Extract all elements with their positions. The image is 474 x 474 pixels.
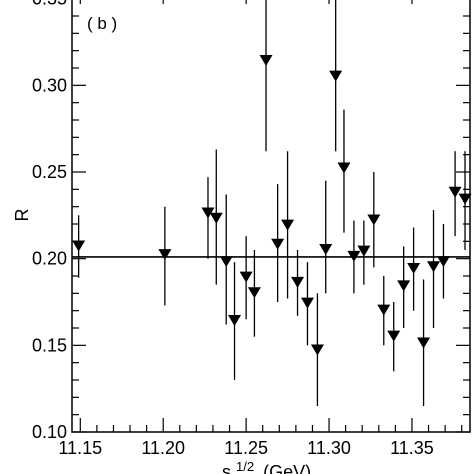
plot-frame	[71, 0, 471, 433]
data-point	[271, 238, 285, 250]
data-point	[247, 287, 261, 299]
x-tick-label: 11.20	[141, 438, 185, 458]
data-point	[417, 337, 431, 349]
data-point	[319, 243, 333, 255]
y-axis-label: R	[12, 209, 32, 222]
data-point	[228, 315, 242, 327]
data-point	[158, 249, 172, 261]
data-point	[281, 219, 295, 231]
y-tick-label: 0.35	[32, 0, 67, 9]
x-tick-label: 11.30	[307, 438, 351, 458]
data-point	[310, 344, 324, 356]
y-tick-label: 0.15	[32, 335, 67, 355]
data-point	[397, 280, 411, 292]
data-point	[209, 212, 223, 224]
x-tick-labels: 11.15 11.20 11.25 11.30 11.35	[58, 438, 433, 458]
data-point	[357, 245, 371, 257]
y-tick-labels: 0.10 0.15 0.20 0.25 0.30 0.35	[32, 0, 67, 442]
x-tick-label: 11.25	[224, 438, 268, 458]
data-point	[300, 297, 314, 309]
data-point	[448, 186, 462, 198]
data-point	[367, 214, 381, 226]
y-tick-label: 0.25	[32, 162, 67, 182]
panel-label: ( b )	[87, 14, 117, 33]
data-point	[458, 193, 472, 205]
y-tick-label: 0.10	[32, 422, 67, 442]
data-point	[219, 256, 233, 268]
data-point	[387, 330, 401, 342]
data-point	[347, 250, 361, 262]
data-point	[337, 162, 351, 174]
x-tick-label: 11.35	[390, 438, 434, 458]
data-point	[377, 304, 391, 316]
data-markers	[72, 55, 472, 356]
error-bars	[77, 0, 466, 406]
data-point	[72, 240, 86, 252]
data-point	[259, 55, 273, 67]
data-point	[407, 263, 421, 275]
y-tick-label: 0.30	[32, 75, 67, 95]
data-point	[436, 256, 450, 268]
x-axis-label-base: s	[222, 462, 231, 474]
data-point	[427, 261, 441, 273]
x-axis-label: s 1/2 (GeV)	[222, 455, 311, 474]
data-point	[329, 70, 343, 82]
data-point	[239, 271, 253, 283]
data-point	[201, 207, 215, 219]
x-axis-label-unit: (GeV)	[263, 462, 311, 474]
y-tick-label: 0.20	[32, 249, 67, 269]
x-axis-label-superscript: 1/2	[236, 459, 254, 474]
data-point	[291, 276, 305, 288]
x-tick-label: 11.15	[58, 438, 102, 458]
axis-ticks	[72, 0, 470, 433]
